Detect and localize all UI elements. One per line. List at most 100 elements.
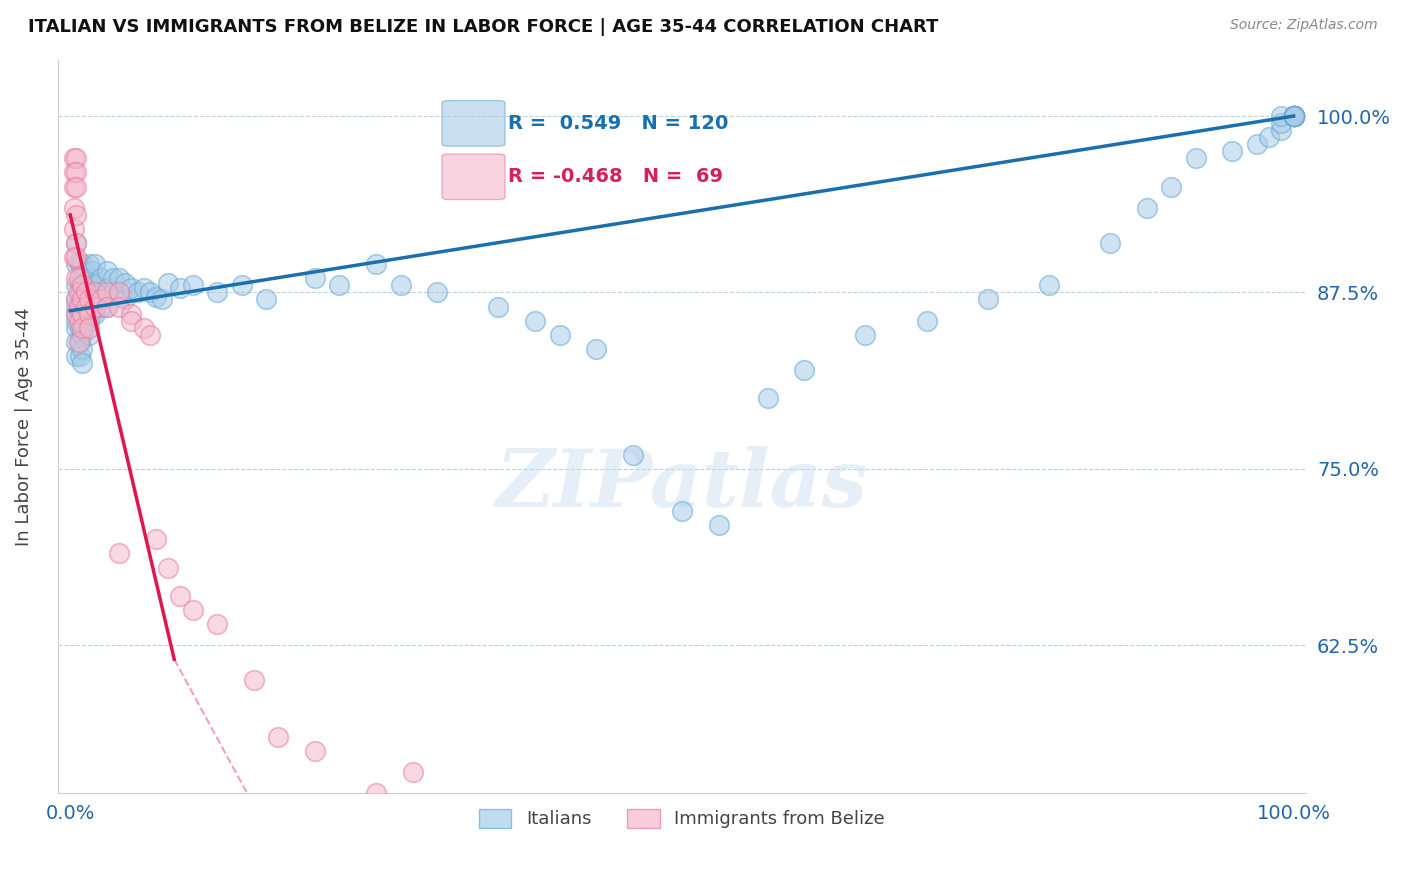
- Point: [1282, 109, 1305, 123]
- Point: [69, 313, 91, 327]
- Point: [65, 235, 87, 250]
- Point: [1038, 278, 1060, 293]
- Point: [96, 281, 118, 295]
- Point: [242, 673, 264, 688]
- Point: [169, 589, 191, 603]
- Point: [1258, 130, 1281, 145]
- Point: [83, 293, 105, 307]
- Point: [96, 285, 118, 300]
- Point: [72, 307, 94, 321]
- Point: [96, 300, 118, 314]
- Point: [65, 320, 87, 334]
- Point: [65, 257, 87, 271]
- Point: [65, 250, 87, 264]
- Point: [101, 271, 124, 285]
- Point: [1184, 152, 1206, 166]
- Point: [63, 250, 86, 264]
- Point: [72, 278, 94, 293]
- Point: [181, 278, 204, 293]
- Point: [65, 271, 87, 285]
- Point: [1282, 109, 1305, 123]
- Point: [328, 278, 350, 293]
- Point: [65, 235, 87, 250]
- Point: [157, 560, 180, 574]
- Point: [63, 165, 86, 179]
- Point: [1282, 109, 1305, 123]
- Point: [1136, 201, 1159, 215]
- Point: [77, 300, 100, 314]
- Point: [304, 744, 326, 758]
- Point: [73, 278, 96, 293]
- Point: [389, 278, 412, 293]
- Point: [1282, 109, 1305, 123]
- Point: [82, 307, 104, 321]
- Point: [69, 334, 91, 349]
- Point: [90, 271, 112, 285]
- Point: [73, 320, 96, 334]
- Point: [756, 391, 779, 405]
- Point: [65, 179, 87, 194]
- Legend: Italians, Immigrants from Belize: Italians, Immigrants from Belize: [471, 802, 893, 836]
- Point: [132, 281, 155, 295]
- Point: [402, 765, 425, 780]
- Point: [488, 300, 510, 314]
- Point: [90, 293, 112, 307]
- Point: [72, 327, 94, 342]
- Point: [72, 300, 94, 314]
- Point: [75, 300, 97, 314]
- Point: [83, 307, 105, 321]
- Point: [83, 278, 105, 293]
- Point: [82, 278, 104, 293]
- Point: [671, 504, 693, 518]
- Point: [205, 617, 228, 632]
- Point: [915, 313, 938, 327]
- Point: [72, 271, 94, 285]
- Point: [83, 257, 105, 271]
- Point: [108, 300, 131, 314]
- Point: [77, 327, 100, 342]
- Point: [67, 300, 90, 314]
- Point: [169, 281, 191, 295]
- Point: [63, 179, 86, 194]
- Point: [1282, 109, 1305, 123]
- Point: [69, 320, 91, 334]
- Point: [72, 313, 94, 327]
- Point: [101, 285, 124, 300]
- Point: [65, 278, 87, 293]
- Point: [65, 300, 87, 314]
- Point: [1282, 109, 1305, 123]
- Point: [67, 285, 90, 300]
- Point: [1282, 109, 1305, 123]
- Point: [77, 307, 100, 321]
- Point: [1160, 179, 1182, 194]
- Point: [90, 300, 112, 314]
- Point: [1282, 109, 1305, 123]
- Point: [63, 222, 86, 236]
- Point: [72, 293, 94, 307]
- Point: [96, 300, 118, 314]
- Point: [1099, 235, 1122, 250]
- Point: [181, 603, 204, 617]
- Point: [73, 264, 96, 278]
- Point: [1270, 123, 1292, 137]
- Text: ITALIAN VS IMMIGRANTS FROM BELIZE IN LABOR FORCE | AGE 35-44 CORRELATION CHART: ITALIAN VS IMMIGRANTS FROM BELIZE IN LAB…: [28, 18, 938, 36]
- Point: [108, 285, 131, 300]
- Point: [65, 152, 87, 166]
- Point: [69, 349, 91, 363]
- Point: [231, 278, 253, 293]
- Point: [254, 293, 277, 307]
- Point: [1282, 109, 1305, 123]
- Point: [96, 264, 118, 278]
- Point: [205, 285, 228, 300]
- Point: [65, 349, 87, 363]
- Point: [65, 313, 87, 327]
- Point: [364, 257, 387, 271]
- Point: [77, 313, 100, 327]
- Point: [73, 293, 96, 307]
- Point: [139, 327, 162, 342]
- Point: [707, 518, 730, 533]
- Point: [108, 290, 131, 304]
- Point: [63, 201, 86, 215]
- Point: [1282, 109, 1305, 123]
- Point: [426, 285, 449, 300]
